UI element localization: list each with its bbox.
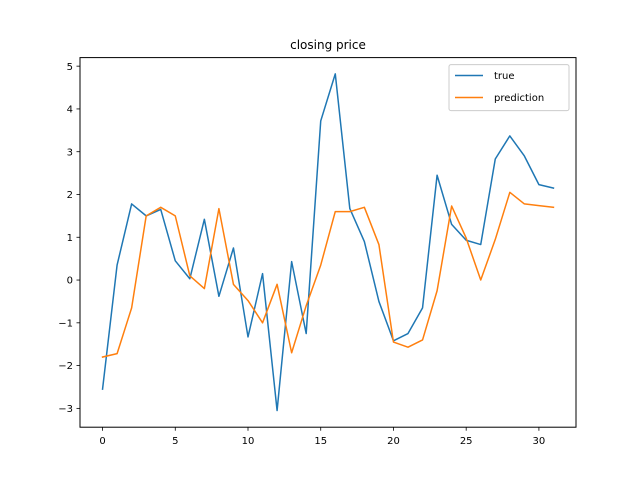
x-tick-label: 30 xyxy=(533,436,546,447)
y-tick-label: −3 xyxy=(58,404,73,415)
y-tick-label: −2 xyxy=(58,361,73,372)
y-tick-label: 5 xyxy=(67,62,73,73)
legend-label-prediction: prediction xyxy=(494,93,544,104)
y-tick-label: 4 xyxy=(67,105,73,116)
x-tick-label: 15 xyxy=(314,436,327,447)
x-tick-label: 25 xyxy=(460,436,473,447)
legend: true prediction xyxy=(448,64,570,112)
legend-label-true: true xyxy=(494,71,515,82)
y-tick-label: −1 xyxy=(58,318,73,329)
series-line-true xyxy=(101,73,555,412)
y-axis: −3 −2 −1 0 1 2 3 4 5 xyxy=(58,62,80,415)
y-tick-label: 1 xyxy=(67,233,73,244)
x-tick-label: 20 xyxy=(387,436,400,447)
y-tick-label: 2 xyxy=(67,190,73,201)
plot-lines xyxy=(101,73,555,412)
y-tick-label: 0 xyxy=(67,276,73,287)
x-axis: 0 5 10 15 20 25 30 xyxy=(99,427,545,447)
x-tick-label: 10 xyxy=(242,436,255,447)
x-tick-label: 5 xyxy=(172,436,178,447)
x-tick-label: 0 xyxy=(99,436,105,447)
y-tick-label: 3 xyxy=(67,147,73,158)
chart-title: closing price xyxy=(290,38,366,52)
series-line-prediction xyxy=(101,191,555,358)
plot-frame xyxy=(79,57,577,428)
